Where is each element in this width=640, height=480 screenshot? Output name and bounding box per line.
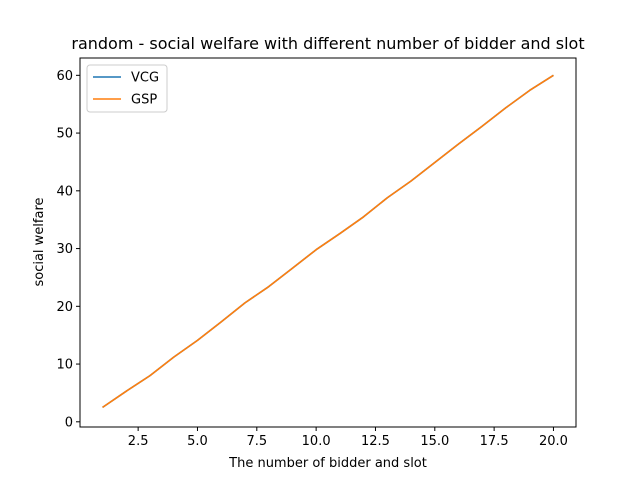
y-tick-label: 40 bbox=[56, 184, 73, 199]
chart-title: random - social welfare with different n… bbox=[71, 34, 584, 53]
y-tick-label: 50 bbox=[56, 127, 73, 142]
y-axis-label: social welfare bbox=[32, 197, 47, 286]
x-tick-label: 12.5 bbox=[361, 434, 390, 449]
x-tick-label: 5.0 bbox=[187, 434, 208, 449]
y-tick-label: 30 bbox=[56, 242, 73, 257]
x-axis-ticks: 2.5 5.0 7.5 10.0 12.5 15.0 17.5 20.0 bbox=[128, 427, 568, 449]
y-tick-label: 0 bbox=[65, 415, 73, 430]
x-tick-label: 20.0 bbox=[539, 434, 568, 449]
x-tick-label: 2.5 bbox=[128, 434, 149, 449]
y-tick-label: 10 bbox=[56, 358, 73, 373]
axes-frame bbox=[79, 57, 577, 428]
x-tick-label: 17.5 bbox=[480, 434, 509, 449]
series-lines bbox=[102, 74, 554, 409]
plot-area: 2.5 5.0 7.5 10.0 12.5 15.0 17.5 20.0 0 10 20 30 40 5… bbox=[56, 57, 577, 449]
y-tick-label: 60 bbox=[56, 69, 73, 84]
legend-label-vcg: VCG bbox=[131, 71, 159, 86]
x-axis-label: The number of bidder and slot bbox=[228, 456, 427, 471]
x-tick-label: 7.5 bbox=[246, 434, 267, 449]
series-line-gsp bbox=[102, 74, 554, 409]
x-tick-label: 15.0 bbox=[420, 434, 449, 449]
legend-label-gsp: GSP bbox=[131, 93, 157, 108]
legend-entries: VCG GSP bbox=[93, 71, 159, 108]
y-axis-ticks: 0 10 20 30 40 50 60 bbox=[56, 69, 80, 430]
legend: VCG GSP bbox=[86, 64, 168, 113]
x-tick-label: 10.0 bbox=[302, 434, 331, 449]
y-tick-label: 20 bbox=[56, 300, 73, 315]
